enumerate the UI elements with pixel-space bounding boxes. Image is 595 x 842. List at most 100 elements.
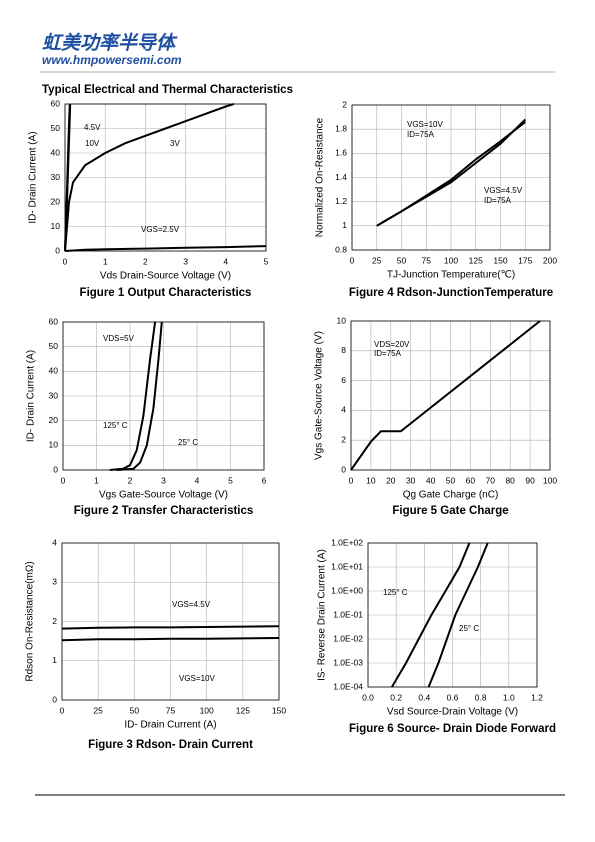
- data-line: [376, 118, 526, 227]
- data-line: [61, 625, 280, 630]
- plot-frame: [350, 320, 551, 471]
- figure-caption: Figure 4 Rdson-JunctionTemperature: [349, 287, 553, 299]
- y-tick-label: 50: [49, 341, 59, 351]
- annotation: 25° C: [459, 624, 479, 633]
- x-tick-label: 50: [130, 705, 140, 715]
- data-line: [427, 542, 489, 688]
- x-tick-label: 90: [525, 475, 535, 485]
- x-tick-label: 1.2: [531, 692, 543, 702]
- x-tick-label: 70: [486, 475, 496, 485]
- x-tick-label: 60: [466, 475, 476, 485]
- y-tick-label: 2: [341, 434, 346, 444]
- y-tick-label: 0: [52, 694, 57, 704]
- x-tick-label: 2: [128, 475, 133, 485]
- annotation: VGS=10V: [407, 120, 443, 129]
- data-line: [64, 103, 235, 252]
- y-tick-label: 2: [52, 616, 57, 626]
- plot-frame: [62, 321, 265, 471]
- y-tick-label: 10: [337, 315, 347, 325]
- annotation: ID=75A: [407, 130, 435, 139]
- x-tick-label: 100: [543, 475, 557, 485]
- section-title: Typical Electrical and Thermal Character…: [42, 84, 293, 96]
- y-tick-label: 1.0E-03: [333, 657, 363, 667]
- y-tick-label: 4: [52, 537, 57, 547]
- x-tick-label: 80: [505, 475, 515, 485]
- x-tick-label: 3: [183, 256, 188, 266]
- x-tick-label: 1: [94, 475, 99, 485]
- x-tick-label: 10: [366, 475, 376, 485]
- y-tick-label: 1: [342, 220, 347, 230]
- website: www.hmpowersemi.com: [42, 53, 182, 67]
- y-tick-label: 40: [49, 366, 59, 376]
- x-tick-label: 0.2: [390, 692, 402, 702]
- x-tick-label: 75: [166, 705, 176, 715]
- annotation: VGS=4.5V: [172, 600, 211, 609]
- x-tick-label: 20: [386, 475, 396, 485]
- y-tick-label: 1.0E-02: [333, 633, 363, 643]
- y-tick-label: 1.2: [335, 196, 347, 206]
- x-axis-title: Vds Drain-Source Voltage (V): [100, 271, 231, 282]
- data-line: [391, 542, 471, 688]
- x-tick-label: 0.0: [362, 692, 374, 702]
- annotation: 25° C: [178, 438, 198, 447]
- x-tick-label: 0.6: [447, 692, 459, 702]
- annotation: 3V: [170, 139, 180, 148]
- x-tick-label: 100: [444, 255, 458, 265]
- x-tick-label: 0.8: [475, 692, 487, 702]
- x-tick-label: 0: [350, 255, 355, 265]
- y-tick-label: 3: [52, 577, 57, 587]
- y-axis-title: ID- Drain Current (A): [26, 350, 37, 442]
- y-tick-label: 40: [51, 147, 61, 157]
- figure-caption: Figure 3 Rdson- Drain Current: [88, 739, 253, 751]
- y-axis-title: Vgs Gate-Source Voltage (V): [314, 331, 325, 460]
- x-tick-label: 30: [406, 475, 416, 485]
- x-tick-label: 1: [103, 256, 108, 266]
- data-line: [350, 320, 541, 471]
- x-tick-label: 0: [349, 475, 354, 485]
- plot-frame: [64, 103, 267, 252]
- annotation: VGS=4.5V: [484, 186, 523, 195]
- y-tick-label: 1.4: [335, 172, 347, 182]
- figure-caption: Figure 5 Gate Charge: [392, 505, 508, 517]
- x-tick-label: 25: [93, 705, 103, 715]
- y-tick-label: 1.8: [335, 123, 347, 133]
- x-tick-label: 6: [262, 475, 267, 485]
- annotation: VDS=5V: [103, 334, 135, 343]
- y-axis-title: Rdson On-Resistance(mΩ): [25, 561, 36, 681]
- x-tick-label: 200: [543, 255, 557, 265]
- figure-caption: Figure 6 Source- Drain Diode Forward: [349, 723, 556, 735]
- x-tick-label: 50: [446, 475, 456, 485]
- plot-frame: [367, 542, 538, 688]
- x-tick-label: 3: [161, 475, 166, 485]
- data-line: [64, 103, 71, 252]
- figure-caption: Figure 2 Transfer Characteristics: [74, 505, 254, 517]
- y-tick-label: 8: [341, 345, 346, 355]
- y-tick-label: 10: [51, 221, 61, 231]
- y-tick-label: 6: [341, 375, 346, 385]
- x-tick-label: 150: [272, 705, 286, 715]
- x-tick-label: 4: [223, 256, 228, 266]
- y-axis-title: Normalized On-Resistance: [315, 117, 326, 237]
- y-tick-label: 1.6: [335, 148, 347, 158]
- x-tick-label: 4: [195, 475, 200, 485]
- brand: 虹美功率半导体: [42, 32, 178, 54]
- annotation: VGS=10V: [179, 674, 215, 683]
- y-tick-label: 1.0E-01: [333, 609, 363, 619]
- y-tick-label: 10: [49, 440, 59, 450]
- x-tick-label: 0.4: [418, 692, 430, 702]
- y-tick-label: 0: [341, 464, 346, 474]
- annotation: 4.5V: [84, 123, 101, 132]
- y-tick-label: 0: [55, 245, 60, 255]
- annotation: 125° C: [103, 421, 128, 430]
- x-tick-label: 75: [422, 255, 432, 265]
- x-axis-title: Qg Gate Charge (nC): [403, 490, 499, 501]
- y-tick-label: 30: [51, 172, 61, 182]
- y-tick-label: 4: [341, 405, 346, 415]
- x-tick-label: 0: [61, 475, 66, 485]
- x-tick-label: 40: [426, 475, 436, 485]
- y-tick-label: 20: [51, 196, 61, 206]
- y-tick-label: 1.0E+00: [331, 585, 363, 595]
- x-tick-label: 2: [143, 256, 148, 266]
- plot-frame: [351, 104, 551, 251]
